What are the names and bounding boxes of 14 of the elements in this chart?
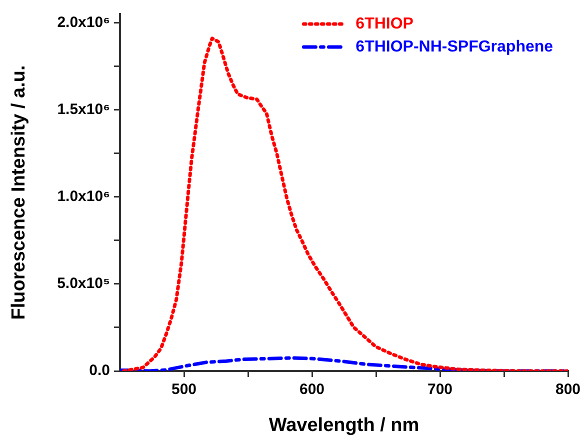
x-tick-label: 500	[171, 381, 197, 398]
y-tick-label: 1.0x10⁶	[57, 188, 110, 205]
x-tick-label: 600	[299, 381, 325, 398]
x-tick-label: 700	[427, 381, 453, 398]
y-tick-label: 0.0	[89, 362, 110, 380]
legend-label: 6THIOP-NH-SPFGraphene	[356, 38, 554, 56]
line-series	[122, 36, 568, 371]
y-tick-label: 2.0x10⁶	[57, 14, 110, 31]
legend-label: 6THIOP	[356, 15, 414, 32]
y-axis-title: Fluorescence Intensity / a.u.	[8, 65, 30, 320]
x-tick-label: 800	[555, 381, 581, 398]
y-tick-label: 5.0x10⁵	[57, 275, 110, 292]
x-axis-title: Wavelength / nm	[268, 414, 420, 436]
y-tick-label: 1.5x10⁶	[57, 100, 110, 118]
